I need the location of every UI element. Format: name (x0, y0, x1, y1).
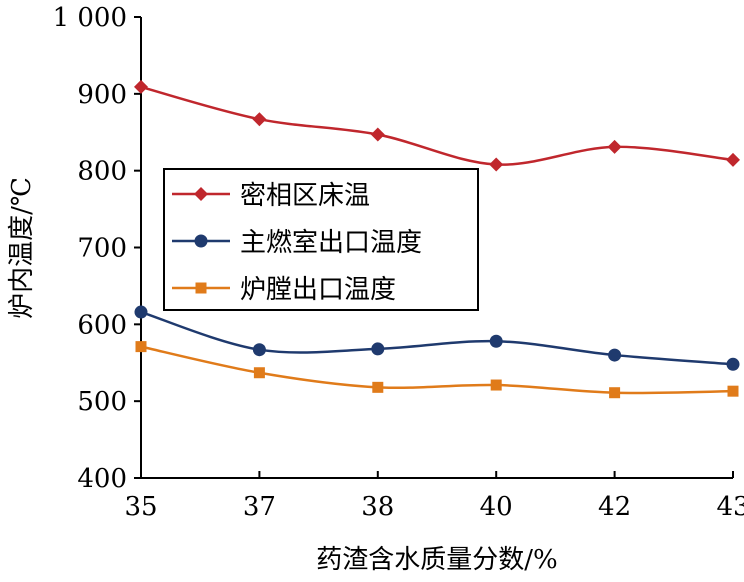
y-tick-label: 700 (77, 234, 127, 264)
series-line (140, 345, 734, 395)
data-point (726, 152, 740, 167)
legend-label: 炉膛出口温度 (240, 275, 396, 305)
data-point (607, 139, 622, 154)
legend-marker (194, 187, 208, 201)
y-axis-label: 炉内温度/℃ (7, 177, 37, 319)
y-tick-label: 400 (77, 464, 127, 494)
legend-box (163, 168, 479, 311)
y-tick-label: 800 (77, 157, 127, 187)
data-point (252, 343, 266, 357)
legend-label: 主燃室出口温度 (240, 228, 422, 258)
data-point (609, 387, 621, 399)
series-line (140, 85, 734, 166)
data-point (608, 348, 622, 362)
y-tick-label: 500 (77, 387, 127, 417)
data-point (370, 127, 385, 142)
data-point (134, 305, 148, 319)
data-point (371, 342, 385, 356)
data-point (252, 112, 267, 127)
axes: 400 500 600 700 800 900 1 000 35 37 38 40 42 43 (53, 3, 744, 522)
data-point (489, 157, 504, 172)
data-point (490, 379, 502, 391)
data-point (726, 357, 740, 371)
x-tick-label: 43 (716, 492, 744, 522)
data-point (727, 385, 739, 397)
data-point (253, 367, 265, 379)
y-tick-label: 1 000 (53, 3, 127, 33)
y-tick-label: 900 (77, 80, 127, 110)
x-tick-label: 42 (598, 492, 631, 522)
legend-label: 密相区床温 (240, 181, 370, 211)
data-point (134, 79, 148, 94)
legend-marker (194, 234, 208, 248)
x-tick-label: 37 (243, 492, 276, 522)
x-tick-label: 35 (124, 492, 157, 522)
legend-marker (195, 282, 207, 294)
series-group (134, 79, 740, 399)
y-tick-label: 600 (77, 310, 127, 340)
x-axis-label: 药渣含水质量分数/% (316, 545, 557, 575)
x-tick-label: 40 (480, 492, 513, 522)
data-point (372, 381, 384, 393)
data-point (135, 341, 147, 353)
series-line (140, 310, 734, 366)
x-tick-label: 38 (361, 492, 394, 522)
data-point (489, 334, 503, 348)
